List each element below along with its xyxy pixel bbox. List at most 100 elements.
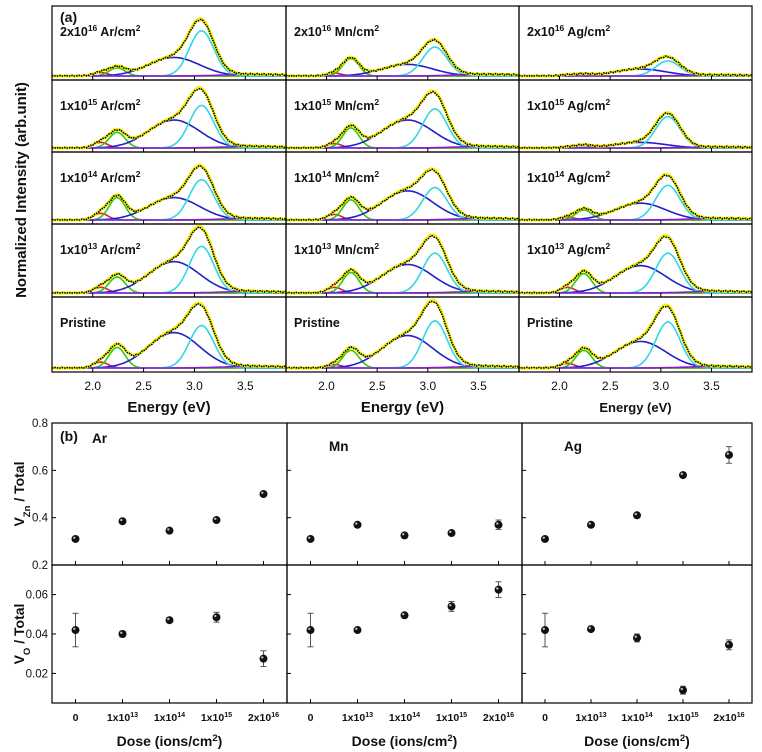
- sample-label-part: 15: [88, 97, 98, 107]
- element-label: Mn: [329, 439, 349, 454]
- sample-label-part: Pristine: [60, 316, 106, 330]
- panel-frame: [51, 151, 287, 225]
- x-tick-label: 2.5: [602, 379, 619, 393]
- spectrum-panel: Pristine: [51, 296, 287, 373]
- sample-label-part: 2: [374, 241, 379, 251]
- component-curve-blue: [52, 260, 286, 294]
- x-axis-label-part: ): [218, 733, 223, 749]
- data-point-highlight: [588, 522, 591, 525]
- sample-label: 1x1015 Ag/cm2: [527, 97, 611, 113]
- sample-label: 2x1016 Ar/cm2: [60, 23, 141, 39]
- x-axis-label-part: 2: [212, 733, 217, 744]
- sample-label-part: 13: [555, 241, 565, 251]
- panel-a-spectra: 2x1016 Ar/cm2 2x1016 Mn/cm2 2x1016 Ag/cm21…: [13, 5, 753, 416]
- data-point: [447, 602, 456, 611]
- y-tick-label: 0.6: [32, 465, 48, 477]
- panel-frame: [51, 296, 287, 373]
- sample-label-part: Pristine: [294, 316, 340, 330]
- component-curve-blue: [519, 340, 752, 369]
- x-tick-label: 2x1016: [483, 711, 514, 724]
- panel-frame: [51, 5, 287, 81]
- panel-frame: [285, 223, 520, 298]
- data-point: [541, 626, 549, 635]
- x-tick-label: 0: [542, 712, 548, 724]
- x-tick-label-part: 13: [599, 711, 607, 719]
- x-tick-label: 3.5: [237, 379, 254, 393]
- sample-label-part: 16: [88, 23, 98, 33]
- y-axis-label: VZn / Total: [11, 461, 33, 526]
- sample-label-part: Ag/cm: [564, 243, 605, 257]
- sample-label-part: Mn/cm: [331, 25, 374, 39]
- data-curve: [518, 235, 753, 294]
- x-tick-label-part: 2x10: [483, 712, 507, 724]
- y-axis-label-part: / Total: [11, 461, 27, 505]
- data-point-highlight: [542, 627, 545, 631]
- sample-label: 1x1013 Ar/cm2: [60, 241, 141, 257]
- sample-label-part: Mn/cm: [331, 171, 374, 185]
- x-tick-label: 3.5: [703, 379, 720, 393]
- component-curve-blue: [519, 264, 752, 294]
- sample-label-part: 1x10: [527, 243, 555, 257]
- y-axis-label-part: / Total: [11, 604, 27, 648]
- spectrum-panel: 2x1016 Ar/cm2: [51, 5, 287, 81]
- y-axis-label: Normalized Intensity (arb.unit): [13, 82, 30, 298]
- sample-label: 1x1014 Mn/cm2: [294, 169, 379, 185]
- data-curve: [518, 55, 753, 77]
- panel-frame: [518, 296, 753, 373]
- data-point-highlight: [449, 530, 452, 534]
- x-tick-label: 1x1015: [436, 711, 467, 724]
- data-curve: [518, 305, 753, 369]
- component-curve-cyan: [286, 108, 519, 149]
- scatter-panel: Mn: [286, 422, 523, 566]
- data-point-highlight: [73, 627, 76, 631]
- spectrum-panel: 1x1015 Mn/cm2: [285, 79, 520, 153]
- scatter-panel: [286, 564, 523, 704]
- data-point: [679, 686, 687, 695]
- data-curve: [51, 165, 287, 221]
- x-tick-label-part: 2x10: [248, 712, 272, 724]
- sample-label-part: 15: [555, 97, 565, 107]
- spectrum-panel: 1x1013 Ag/cm2: [518, 223, 753, 298]
- sample-label: 1x1015 Mn/cm2: [294, 97, 379, 113]
- panel-frame: [285, 5, 520, 81]
- x-tick-label: 1x1013: [342, 711, 373, 724]
- data-point: [165, 526, 174, 535]
- x-tick-label: 2.0: [318, 379, 335, 393]
- data-point: [400, 611, 409, 620]
- data-point-highlight: [261, 656, 264, 659]
- data-point-highlight: [726, 642, 729, 645]
- data-point-highlight: [308, 627, 311, 631]
- panel-frame: [285, 151, 520, 225]
- fit-curve: [519, 54, 753, 78]
- sample-label-part: 2: [136, 97, 141, 107]
- fit-curve: [286, 298, 520, 370]
- data-point: [679, 471, 687, 480]
- data-curve: [519, 174, 753, 221]
- sample-label-part: 1x10: [527, 171, 555, 185]
- data-curve: [285, 300, 520, 369]
- x-axis-label: Dose (ions/cm2): [352, 733, 458, 750]
- data-point-highlight: [402, 533, 405, 536]
- y-tick-label: 0.04: [26, 629, 49, 641]
- panel-frame: [51, 79, 287, 153]
- sample-label-part: 15: [322, 97, 332, 107]
- spectrum-panel: Pristine: [518, 296, 753, 373]
- panel-label-a: (a): [60, 9, 77, 25]
- y-axis-label-part: V: [11, 517, 27, 527]
- sample-label-part: Ag/cm: [564, 25, 605, 39]
- data-point: [306, 534, 315, 543]
- x-tick-label-part: 1x10: [436, 712, 460, 724]
- data-point: [494, 585, 503, 594]
- x-tick-label-part: 15: [224, 711, 232, 719]
- data-point: [259, 490, 268, 498]
- spectrum-panel: 1x1013 Ar/cm2: [51, 223, 287, 298]
- x-tick-label-part: 1x10: [667, 712, 691, 724]
- sample-label-part: 2: [606, 23, 611, 33]
- data-point-highlight: [167, 528, 170, 531]
- y-tick-label: 0.06: [26, 590, 48, 602]
- data-point: [118, 517, 127, 526]
- x-tick-label: 2.5: [369, 379, 386, 393]
- y-axis-label: VO / Total: [11, 604, 33, 665]
- fit-curve: [52, 224, 286, 295]
- data-point: [725, 640, 733, 649]
